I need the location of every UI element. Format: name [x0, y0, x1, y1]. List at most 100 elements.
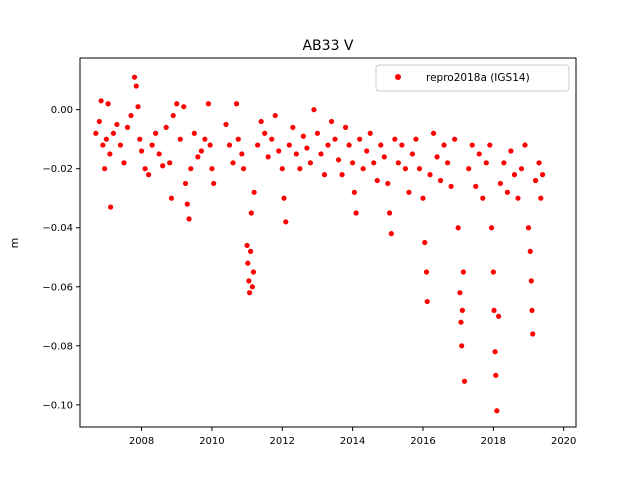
data-point	[156, 151, 162, 157]
data-point	[163, 124, 169, 130]
data-point	[515, 195, 521, 201]
data-point	[251, 189, 257, 195]
data-point	[181, 104, 187, 110]
x-tick-label: 2010	[199, 436, 224, 447]
data-point	[493, 372, 499, 378]
data-point	[168, 195, 175, 201]
data-point	[395, 160, 401, 166]
data-point	[423, 269, 430, 275]
data-point	[539, 172, 546, 178]
data-point	[269, 136, 275, 142]
data-point	[239, 151, 245, 157]
data-point	[386, 210, 393, 216]
data-point	[445, 160, 451, 166]
data-point	[153, 130, 159, 136]
data-point	[137, 136, 143, 142]
data-point	[378, 142, 384, 148]
data-point	[248, 210, 254, 216]
data-point	[184, 201, 190, 207]
data-point	[174, 101, 180, 107]
data-point	[332, 136, 338, 142]
data-point	[318, 151, 324, 157]
data-point	[511, 172, 518, 178]
data-point	[160, 163, 166, 169]
data-point	[121, 160, 127, 166]
data-point	[522, 142, 528, 148]
data-point	[195, 154, 201, 160]
data-point	[469, 142, 475, 148]
data-point	[202, 136, 208, 142]
data-point	[279, 166, 285, 172]
data-point	[491, 307, 497, 313]
data-point	[128, 112, 134, 119]
data-point	[490, 269, 496, 275]
data-point	[133, 83, 139, 89]
data-point	[272, 112, 278, 119]
data-point	[385, 180, 391, 187]
data-point	[223, 121, 229, 128]
data-point	[538, 195, 544, 201]
data-point	[497, 180, 503, 187]
data-point	[124, 124, 131, 130]
data-point	[527, 248, 533, 254]
data-point	[205, 101, 211, 107]
data-point	[246, 290, 253, 296]
data-point	[530, 331, 536, 337]
data-point	[427, 172, 433, 178]
data-point	[249, 284, 255, 290]
data-point	[420, 195, 426, 201]
data-point	[473, 183, 479, 190]
legend-marker	[395, 74, 401, 80]
data-point	[311, 107, 317, 113]
data-point	[346, 142, 352, 148]
data-point	[255, 142, 261, 148]
data-point	[286, 142, 292, 148]
data-point	[293, 151, 299, 157]
chart-title: AB33 V	[302, 38, 353, 54]
data-point	[307, 160, 314, 166]
data-point	[480, 195, 486, 201]
data-point	[455, 225, 461, 231]
data-point	[501, 160, 507, 166]
x-axis: 2008 2010 2012 2014 2016 2018 2020	[129, 427, 576, 447]
data-point	[409, 151, 416, 157]
data-point	[93, 130, 99, 136]
data-point	[248, 248, 254, 254]
data-point	[434, 154, 440, 160]
data-point	[459, 307, 465, 313]
data-point	[149, 142, 155, 148]
data-point	[448, 183, 454, 190]
data-point	[170, 112, 176, 119]
x-tick-label: 2014	[340, 436, 365, 447]
data-point	[342, 124, 349, 130]
data-point	[110, 130, 117, 136]
data-point	[233, 101, 240, 107]
data-point	[525, 225, 532, 231]
data-point	[102, 166, 108, 172]
data-point	[142, 166, 148, 172]
data-point	[351, 189, 357, 195]
data-point	[191, 130, 197, 136]
data-point	[504, 189, 510, 195]
data-point	[290, 124, 296, 130]
data-point	[483, 160, 489, 166]
data-point	[226, 142, 233, 148]
data-point	[335, 157, 342, 163]
legend-box	[375, 64, 570, 92]
data-point	[107, 151, 113, 157]
data-point	[188, 166, 194, 172]
data-point	[437, 177, 444, 184]
data-point	[328, 118, 335, 125]
data-point	[207, 142, 213, 148]
data-point	[245, 260, 251, 266]
data-point	[276, 148, 282, 154]
data-point	[413, 136, 419, 142]
data-point	[258, 118, 264, 125]
data-point	[262, 130, 268, 136]
data-point	[300, 133, 306, 139]
data-point	[388, 231, 394, 237]
data-point	[108, 204, 114, 210]
data-point	[100, 142, 106, 148]
data-point	[177, 136, 183, 142]
data-point	[235, 136, 241, 142]
